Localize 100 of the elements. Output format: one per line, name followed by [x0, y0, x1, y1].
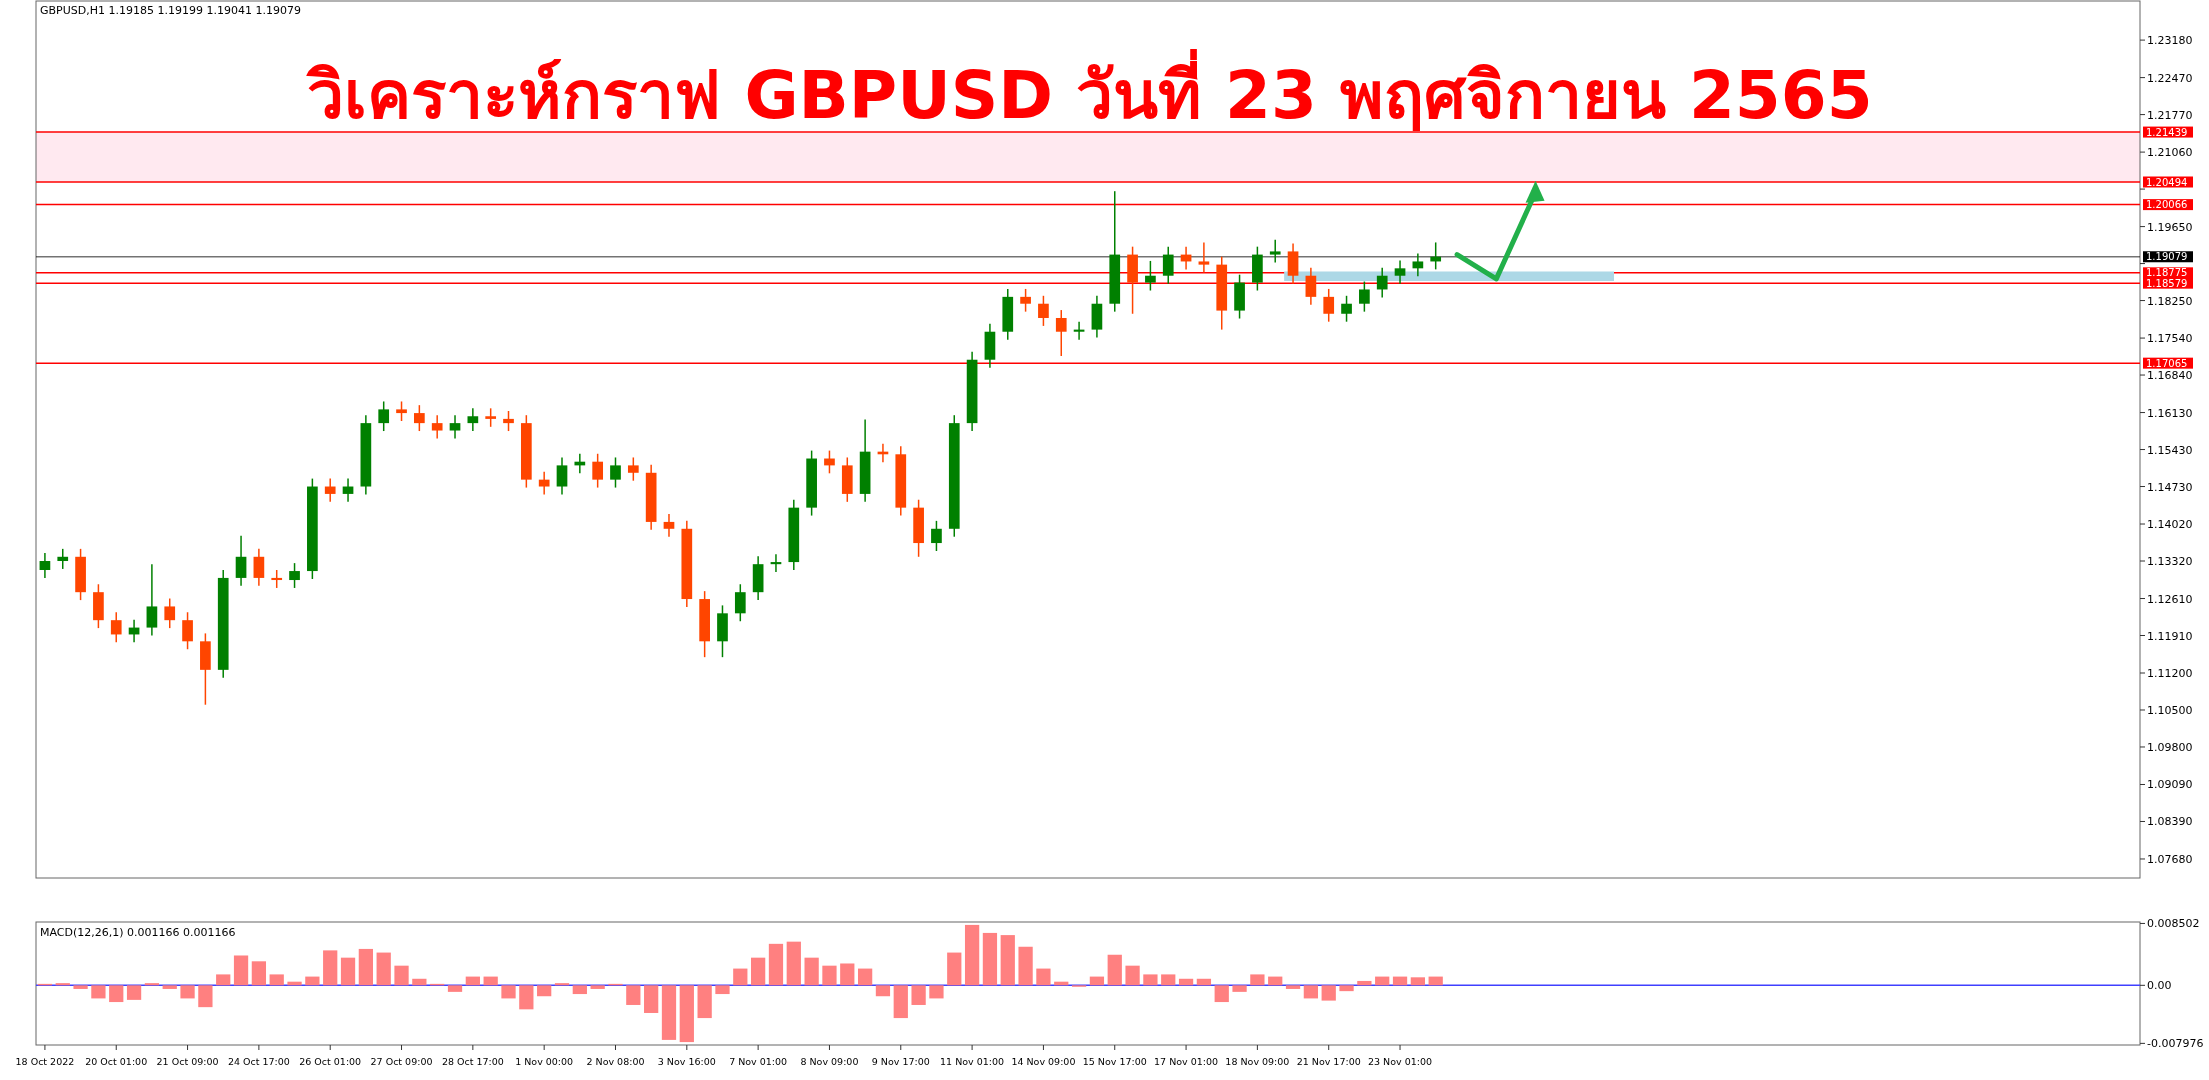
bar — [1125, 965, 1140, 986]
bar — [465, 976, 480, 986]
candlestick — [931, 520, 942, 552]
x-tick-label: 1 Nov 00:00 — [515, 1056, 574, 1067]
y-tick-label: 1.14020 — [2147, 518, 2193, 532]
bar — [126, 985, 142, 1000]
x-tick-label: 8 Nov 09:00 — [800, 1056, 859, 1067]
x-tick-label: 11 Nov 01:00 — [940, 1056, 1005, 1067]
candlestick — [431, 414, 443, 440]
x-tick-label: 3 Nov 16:00 — [657, 1056, 716, 1067]
y-tick-label: 1.11910 — [2147, 629, 2193, 643]
bar — [1285, 985, 1301, 989]
ref-line-label: 1.18579 — [2146, 277, 2188, 289]
bar — [447, 985, 463, 992]
bar — [661, 985, 677, 1040]
y-tick-label: 1.19650 — [2147, 220, 2193, 234]
bar — [644, 985, 659, 1013]
x-tick-label: 26 Oct 01:00 — [299, 1056, 362, 1067]
ref-line-label: 1.20494 — [2146, 176, 2188, 188]
bar — [1018, 946, 1033, 986]
bar — [1428, 976, 1443, 986]
candlestick — [378, 400, 390, 432]
bar — [537, 985, 552, 997]
bar — [1410, 977, 1425, 986]
bar — [715, 985, 730, 995]
candlestick — [663, 513, 675, 538]
bar — [180, 985, 195, 999]
candlestick — [396, 400, 407, 422]
bar — [358, 948, 373, 986]
bar — [857, 968, 873, 986]
bar — [233, 955, 249, 986]
bar — [1214, 985, 1229, 1003]
x-tick-label: 2 Nov 08:00 — [586, 1056, 645, 1067]
bar — [269, 974, 284, 986]
y-tick-label: 1.18250 — [2147, 294, 2193, 308]
bar — [144, 983, 160, 986]
text: วิเคราะห์กราฟ GBPUSD วันที่ 23 พฤศจิกายน 2565 — [306, 48, 1873, 134]
bar — [412, 978, 427, 986]
bar — [1036, 968, 1051, 986]
bar — [305, 976, 320, 986]
candlestick — [1305, 267, 1317, 306]
bar — [162, 985, 177, 989]
x-tick-label: 20 Oct 01:00 — [85, 1056, 148, 1067]
bar — [519, 985, 534, 1010]
candlestick — [592, 453, 604, 489]
candlestick — [556, 456, 568, 496]
bar — [1321, 985, 1336, 1001]
candlestick — [235, 534, 247, 587]
candlestick — [1020, 288, 1031, 313]
bar — [1250, 974, 1265, 986]
bar — [751, 957, 766, 986]
candlestick — [449, 414, 461, 440]
bar — [964, 924, 980, 986]
x-tick-label: 24 Oct 17:00 — [227, 1056, 290, 1067]
y-tick-label: 1.21060 — [2147, 146, 2193, 160]
bar — [679, 985, 694, 1043]
bar — [1000, 935, 1015, 986]
x-tick-label: 27 Oct 09:00 — [370, 1056, 433, 1067]
bar — [1161, 974, 1176, 986]
bar — [786, 941, 801, 986]
bar — [340, 957, 356, 986]
bar — [840, 963, 855, 986]
bar — [947, 952, 962, 986]
bar — [323, 950, 338, 986]
bar — [1392, 976, 1408, 986]
candlestick — [1055, 309, 1067, 357]
bar — [1375, 976, 1390, 986]
candlestick — [1341, 295, 1352, 323]
bar — [572, 985, 587, 995]
bar — [501, 985, 516, 999]
ref-line-label: 1.20066 — [2146, 199, 2188, 211]
candlestick — [485, 407, 497, 428]
candlestick — [414, 404, 425, 432]
bar — [626, 985, 641, 1005]
y-tick-label: 1.16130 — [2147, 406, 2193, 420]
y-tick-label: 1.13320 — [2147, 555, 2193, 569]
bar — [1357, 980, 1372, 986]
candlestick — [1145, 260, 1156, 292]
candlestick — [182, 611, 193, 650]
y-tick-label: -0.007976 — [2147, 1037, 2204, 1051]
candlestick — [1412, 252, 1424, 277]
bar — [697, 985, 712, 1019]
bar — [1196, 978, 1212, 986]
bar — [1268, 976, 1283, 986]
candlestick — [289, 562, 300, 589]
y-tick-label: 0.008502 — [2147, 917, 2200, 931]
candlestick — [146, 563, 158, 637]
bar — [1232, 985, 1247, 992]
candlestick — [324, 477, 336, 503]
bar — [394, 965, 409, 986]
bar — [590, 985, 605, 989]
candlestick — [39, 552, 51, 579]
candlestick — [538, 470, 550, 496]
y-tick-label: 1.14730 — [2147, 480, 2193, 494]
y-tick-label: 1.09090 — [2147, 778, 2193, 792]
bar — [733, 968, 748, 986]
x-tick-label: 9 Nov 17:00 — [871, 1056, 930, 1067]
candlestick — [1394, 259, 1406, 285]
ref-line-label: 1.18775 — [2146, 267, 2188, 279]
bar — [73, 985, 88, 989]
